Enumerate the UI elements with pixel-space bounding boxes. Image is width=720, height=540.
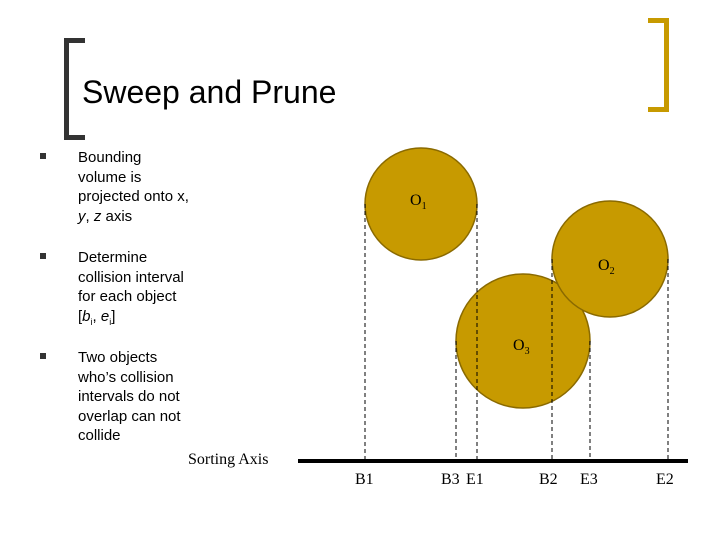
axis-label-e3: E3: [580, 471, 598, 488]
bullet-line: projected onto x,: [78, 188, 189, 205]
axis-z: z: [93, 207, 102, 225]
axis-label-b2: B2: [539, 471, 558, 488]
bullet-square-icon: [40, 353, 46, 359]
axis-label-e1: E1: [466, 471, 484, 488]
bracket-close: ]: [111, 307, 116, 325]
object-label-o3: O3: [513, 337, 530, 357]
bullet-line: Determine: [78, 249, 148, 266]
bullet-text: Two objects who’s collision intervals do…: [78, 348, 218, 446]
title-bracket-left: [64, 38, 85, 140]
bullet-square-icon: [40, 253, 46, 259]
bullet-line: for each object: [78, 288, 177, 305]
bullet-text: Bounding volume is projected onto x, y, …: [78, 148, 218, 226]
axis-label-b1: B1: [355, 471, 374, 488]
axis-label-b3: B3: [441, 471, 460, 488]
bullet-line: [bi, ei]: [78, 307, 218, 333]
title-bracket-right: [648, 18, 669, 112]
axis-word: axis: [101, 207, 133, 225]
interval-b-sub: i: [90, 316, 93, 327]
comma: ,: [85, 207, 94, 225]
interval-e: e: [100, 307, 110, 325]
comma: ,: [92, 307, 101, 325]
slide-title: Sweep and Prune: [82, 74, 337, 110]
bullet-line: who’s collision: [78, 368, 174, 386]
bracket-open: [: [78, 307, 83, 325]
interval-b: b: [82, 307, 91, 325]
object-circle-o2: [551, 200, 669, 318]
bullet-line: collide: [78, 427, 121, 444]
bullet-text: Determine collision interval for each ob…: [78, 248, 218, 332]
bullet-line: y, z axis: [78, 207, 218, 227]
axis-label-e2: E2: [656, 471, 674, 488]
bullet-line: overlap can not: [78, 407, 181, 425]
bullet-line: intervals do not: [78, 388, 180, 405]
object-label-o1: O1: [410, 192, 427, 212]
bullet-line: volume is: [78, 168, 142, 186]
bullet-line: Two objects: [78, 349, 158, 366]
bullet-line: Bounding: [78, 149, 142, 166]
bullet-square-icon: [40, 153, 46, 159]
axis-y: y: [78, 207, 86, 225]
sorting-axis-label: Sorting Axis: [188, 451, 269, 468]
object-label-o2: O2: [598, 257, 615, 277]
interval-e-sub: i: [109, 316, 112, 327]
bullet-line: collision interval: [78, 268, 184, 286]
